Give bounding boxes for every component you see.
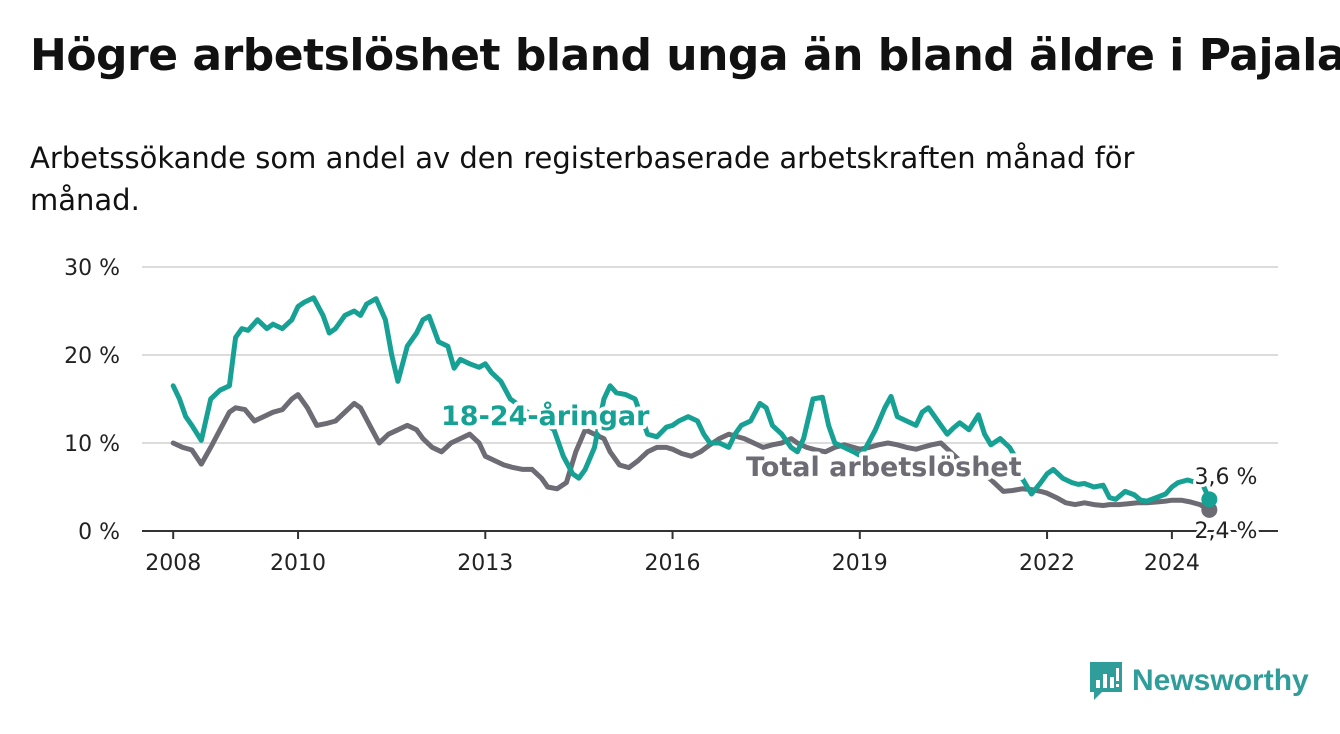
end-value-youth: 3,6 % xyxy=(1195,465,1258,490)
newsworthy-logo[interactable]: Newsworthy xyxy=(1088,660,1309,702)
series-line-total xyxy=(170,392,1212,513)
x-tick-label: 2024 xyxy=(1144,551,1200,576)
series-labels: 18-24-åringar Total arbetslöshet 3,6 % 2,4 … xyxy=(437,396,1260,547)
x-tick-label: 2019 xyxy=(832,551,888,576)
x-tick-label: 2010 xyxy=(270,551,326,576)
y-axis-ticks: 0 % 10 % 20 % 30 % xyxy=(64,256,120,545)
x-tick-label: 2022 xyxy=(1019,551,1075,576)
chart-title: Högre arbetslöshet bland unga än bland ä… xyxy=(30,30,1340,81)
x-tick-label: 2016 xyxy=(645,551,701,576)
series-label-total: Total arbetslöshet xyxy=(746,452,1022,483)
gridlines xyxy=(142,266,1278,532)
series-line-youth xyxy=(170,295,1212,504)
y-tick-label: 0 % xyxy=(78,520,120,545)
y-tick-label: 30 % xyxy=(64,256,120,281)
end-point-youth xyxy=(1201,491,1218,508)
bar-chart-speech-icon xyxy=(1090,662,1122,700)
series-lines xyxy=(170,295,1218,518)
end-value-total: 2,4 % xyxy=(1195,519,1258,544)
chart-subtitle: Arbetssökande som andel av den registerb… xyxy=(30,141,1135,217)
y-tick-label: 10 % xyxy=(64,432,120,457)
brand-name: Newsworthy xyxy=(1132,664,1309,697)
x-axis-ticks: 2008 2010 2013 2016 2019 2022 2024 xyxy=(145,531,1200,576)
x-tick-label: 2013 xyxy=(457,551,513,576)
x-tick-label: 2008 xyxy=(145,551,201,576)
series-label-youth: 18-24-åringar xyxy=(441,400,650,432)
line-chart: 0 % 10 % 20 % 30 % 2008 2010 2013 2016 2019 2022… xyxy=(64,256,1278,576)
y-tick-label: 20 % xyxy=(64,344,120,369)
